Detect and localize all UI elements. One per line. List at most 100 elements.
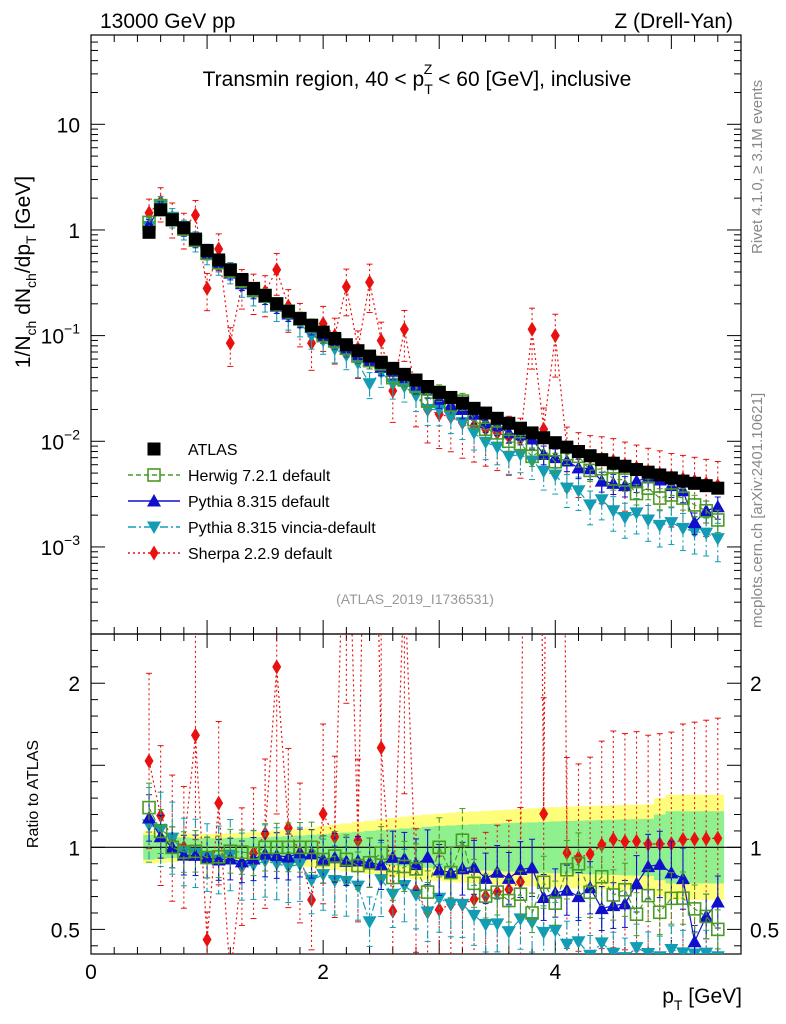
x-axis-label-post: [GeV] <box>682 985 742 1008</box>
ratio-data-point <box>608 831 618 847</box>
data-point <box>606 505 621 518</box>
data-point <box>376 332 386 348</box>
ratio-data-point <box>385 870 400 885</box>
data-point <box>559 482 574 496</box>
ratio-data-point <box>525 906 539 920</box>
data-series <box>142 187 725 563</box>
header-left: 13000 GeV pp <box>100 10 235 33</box>
ratio-data-point <box>214 795 224 811</box>
y-tick-label: 10 <box>57 114 80 137</box>
ratio-data-point <box>618 882 632 897</box>
data-point <box>281 304 295 318</box>
ratio-data-point <box>710 951 725 954</box>
legend-marker <box>149 545 159 561</box>
ratio-data-point <box>272 659 282 675</box>
ratio-data-point <box>420 850 435 863</box>
x-tick-label: 4 <box>549 961 561 984</box>
data-point <box>190 207 200 223</box>
data-point <box>618 459 632 473</box>
ratio-data-point <box>318 806 328 822</box>
data-point <box>537 431 551 445</box>
plot-title-post: < 60 [GeV], inclusive <box>432 68 631 91</box>
header-right: Z (Drell-Yan) <box>614 10 733 33</box>
data-point <box>399 321 409 337</box>
data-point <box>502 416 516 430</box>
ratio-data-point <box>632 833 642 849</box>
data-point <box>293 312 307 326</box>
data-point <box>710 499 725 513</box>
ratio-data-point <box>585 846 595 862</box>
y-axis-label-b: dN <box>12 288 35 321</box>
data-point <box>443 411 458 424</box>
data-point <box>386 361 400 375</box>
data-point <box>351 344 365 358</box>
data-point <box>467 427 482 440</box>
y-axis-label: 1/Nch dNch/dpT [GeV] <box>12 176 39 368</box>
legend-marker <box>147 494 161 507</box>
legend-label: Sherpa 2.2.9 default <box>188 546 333 563</box>
data-point <box>177 221 191 235</box>
ratio-data-point <box>620 834 630 850</box>
data-point <box>490 411 504 425</box>
data-point <box>397 367 411 381</box>
data-point <box>595 453 609 467</box>
data-point <box>652 519 667 533</box>
data-point <box>421 379 435 393</box>
data-point <box>432 403 447 417</box>
data-point <box>304 330 319 343</box>
data-point <box>571 485 586 498</box>
ratio-data-point <box>455 833 470 847</box>
ratio-data-point <box>374 846 388 860</box>
ratio-data-point <box>701 831 711 847</box>
data-point <box>548 436 562 450</box>
data-point <box>165 213 179 227</box>
y-tick-label: 1 <box>68 220 80 243</box>
ratio-data-point <box>675 947 690 954</box>
data-point <box>455 396 469 410</box>
legend-marker <box>147 468 161 482</box>
ratio-data-point <box>571 936 586 949</box>
y-axis-label-d: [GeV] <box>12 176 35 236</box>
data-point <box>341 279 351 295</box>
data-point <box>409 373 423 387</box>
data-point <box>397 380 412 394</box>
data-point <box>513 436 528 451</box>
ratio-data-point <box>652 951 667 954</box>
ratio-data-point <box>690 831 700 847</box>
ratio-data-point <box>202 932 212 948</box>
ratio-data-point <box>513 862 528 876</box>
data-point <box>687 515 702 529</box>
ratio-data-point <box>710 895 725 908</box>
data-point <box>365 274 375 290</box>
data-point <box>444 390 458 404</box>
ratio-data-point <box>641 948 656 954</box>
ratio-data-point <box>548 896 563 910</box>
y-tick-label: 10−2 <box>41 426 81 454</box>
data-point <box>525 426 539 440</box>
y-axis-label-b-sub: ch <box>23 273 39 288</box>
data-point <box>527 321 537 337</box>
data-point <box>548 454 563 469</box>
legend-label: ATLAS <box>188 442 238 459</box>
y-tick-label-base: 1 <box>68 220 80 243</box>
data-point <box>200 243 214 257</box>
data-point <box>270 297 284 311</box>
data-point <box>617 511 632 525</box>
legend-label: Herwig 7.2.1 default <box>188 468 331 485</box>
data-point <box>676 491 690 505</box>
ratio-data-point <box>664 943 679 954</box>
data-point <box>641 481 655 495</box>
data-point <box>710 513 725 527</box>
y-axis-label-a-sub: ch <box>23 321 39 336</box>
ratio-data-point <box>687 934 702 948</box>
ratio-data-point <box>652 857 667 870</box>
plot-title-pre: Transmin region, 40 < p <box>203 68 425 91</box>
y-tick-label-exp: −2 <box>64 426 80 442</box>
x-tick-label: 2 <box>317 961 329 984</box>
main-plot-frame <box>90 34 742 635</box>
ratio-data-point <box>467 909 482 923</box>
ratio-data-point <box>304 840 319 855</box>
ratio-data-point <box>699 909 713 924</box>
data-point <box>630 463 644 477</box>
